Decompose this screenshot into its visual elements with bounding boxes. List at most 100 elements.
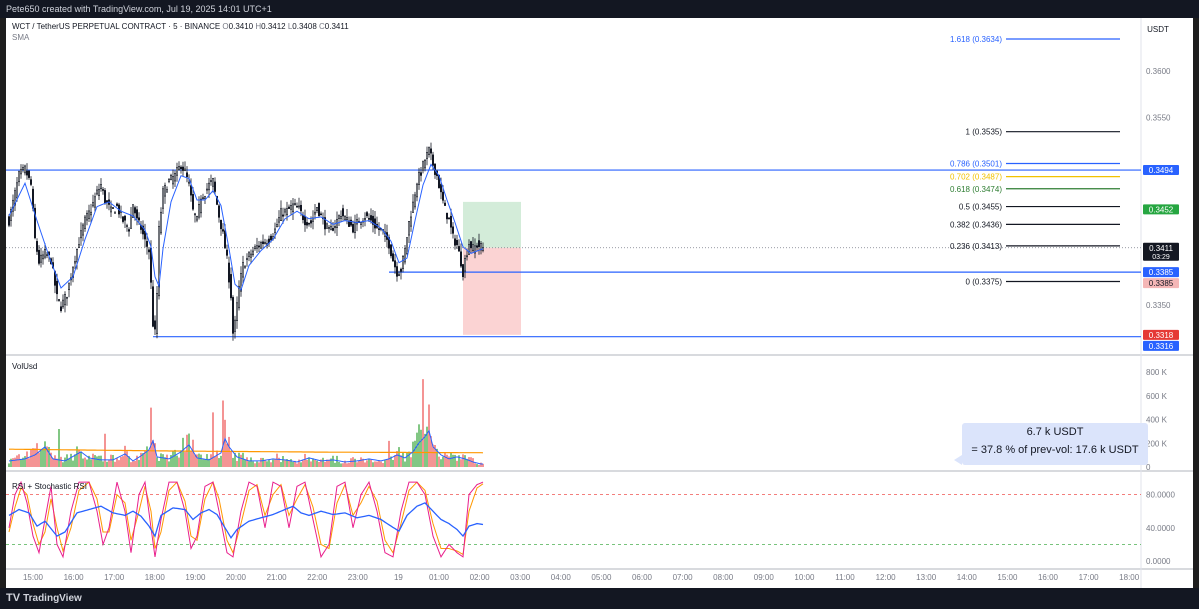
candle-body (455, 240, 458, 246)
volume-bar (374, 461, 376, 467)
volume-bar (258, 462, 260, 467)
price-tag (1143, 165, 1179, 176)
candle-body (130, 215, 133, 229)
volume-bar (54, 455, 56, 467)
volume-tick-label: 800 K (1146, 368, 1168, 377)
volume-bar (340, 463, 342, 467)
sma-indicator-label[interactable]: SMA (12, 33, 30, 42)
volume-bar (458, 455, 460, 467)
volume-bar (430, 436, 432, 467)
volume-bar (478, 464, 480, 467)
volume-bar (448, 456, 450, 467)
volume-bar (236, 460, 238, 467)
price-tag-value: 0.3318 (1149, 331, 1174, 340)
candle-body (142, 225, 145, 235)
candle-body (180, 166, 183, 169)
volume-pane-title[interactable]: VolUsd (12, 362, 38, 371)
candle-body (441, 191, 444, 201)
candle-body (114, 211, 117, 214)
time-tick-label: 23:00 (348, 573, 369, 582)
volume-bar (324, 461, 326, 467)
volume-bar (464, 455, 466, 467)
volume-bar (294, 460, 296, 467)
candle-body (287, 206, 290, 209)
volume-bar (42, 448, 44, 467)
volume-bar (246, 457, 248, 467)
volume-bar (12, 458, 14, 467)
volume-bar (218, 458, 220, 467)
volume-bar (176, 455, 178, 467)
candle-body (397, 273, 400, 276)
volume-bar (406, 452, 408, 467)
tradingview-logo[interactable]: TV TradingView (6, 588, 82, 609)
volume-bar (222, 400, 224, 467)
candle-body (21, 167, 24, 170)
candle-body (168, 179, 171, 182)
candle-body (246, 258, 249, 260)
volume-bar (476, 464, 478, 467)
candle-body (236, 302, 239, 321)
candle-body (88, 210, 91, 219)
symbol-name[interactable]: WCT / TetherUS PERPETUAL CONTRACT · 5 · … (12, 22, 221, 31)
price-tag-value: 0.3385 (1149, 268, 1174, 277)
candle-body (7, 216, 10, 226)
candle-body (128, 229, 131, 232)
tradingview-logo-icon: TV (6, 592, 21, 604)
candle-body (204, 196, 207, 199)
volume-bar (438, 456, 440, 467)
candle-body (166, 189, 169, 193)
volume-bar (472, 458, 474, 467)
time-tick-label: 21:00 (267, 573, 288, 582)
volume-bar (394, 455, 396, 467)
candle-body (154, 320, 157, 330)
candle-body (463, 258, 466, 272)
volume-bar (234, 452, 236, 467)
price-tag (1143, 278, 1179, 289)
time-tick-label: 17:00 (1079, 573, 1100, 582)
volume-bar (10, 458, 12, 467)
time-tick-label: 04:00 (551, 573, 572, 582)
candle-body (136, 209, 139, 219)
volume-bar (442, 456, 444, 467)
volume-bar (350, 458, 352, 467)
candle-body (102, 189, 105, 191)
volume-bar (462, 454, 464, 467)
candle-body (188, 181, 191, 184)
candle-body (78, 244, 81, 248)
candle-body (277, 217, 280, 223)
volume-bar (378, 460, 380, 467)
rsi-pane-title[interactable]: RSI + Stochastic RSI (12, 482, 87, 491)
volume-bar (342, 463, 344, 467)
candle-body (244, 266, 247, 269)
volume-bar (172, 451, 174, 467)
candle-body (220, 219, 223, 230)
candle-body (174, 173, 177, 182)
volume-bar (118, 460, 120, 467)
candle-body (41, 254, 44, 260)
chart-canvas[interactable]: 1.618 (0.3634) 1 (0.3535) 0.786 (0.3501) 0.… (6, 18, 1193, 588)
candle-body (341, 208, 344, 217)
candle-body (158, 226, 161, 297)
price-tag-value: 0.3411 (1149, 244, 1173, 253)
volume-bar (332, 455, 334, 467)
volume-bar (112, 454, 114, 467)
candle-body (449, 215, 452, 228)
fib-level-label: 1.618 (0.3634) (950, 35, 1002, 44)
volume-bar (68, 458, 70, 467)
candle-body (100, 184, 103, 190)
candle-body (453, 238, 456, 246)
candle-body (459, 251, 462, 267)
volume-bar (414, 440, 416, 467)
high-value: 0.3412 (261, 22, 286, 31)
volume-bar (158, 460, 160, 467)
time-tick-label: 09:00 (754, 573, 775, 582)
volume-bar (64, 457, 66, 467)
volume-bar (314, 459, 316, 467)
volume-bar (66, 454, 68, 467)
time-tick-label: 20:00 (226, 573, 247, 582)
volume-bar (326, 459, 328, 467)
volume-bar (230, 450, 232, 467)
candle-body (16, 182, 19, 199)
volume-bar (78, 449, 80, 467)
candle-body (413, 194, 416, 208)
